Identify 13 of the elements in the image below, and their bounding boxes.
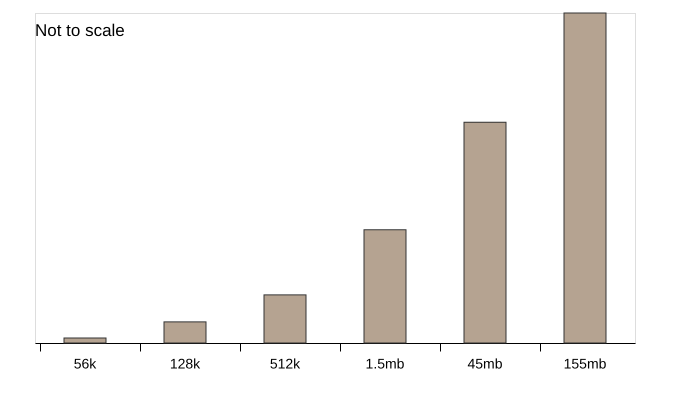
bar bbox=[564, 12, 606, 344]
x-tick-label: 128k bbox=[170, 356, 202, 372]
x-tick-label: 155mb bbox=[564, 356, 607, 372]
bar bbox=[264, 294, 306, 344]
x-tick-label: 512k bbox=[270, 356, 302, 372]
bar bbox=[364, 229, 406, 344]
bar bbox=[164, 321, 206, 344]
bar bbox=[464, 122, 506, 344]
annotation: Not to scale bbox=[35, 21, 125, 40]
x-tick-label: 1.5mb bbox=[366, 356, 405, 372]
x-tick-label: 45mb bbox=[467, 356, 503, 372]
x-tick-label: 56k bbox=[74, 356, 98, 372]
bar bbox=[64, 338, 106, 344]
